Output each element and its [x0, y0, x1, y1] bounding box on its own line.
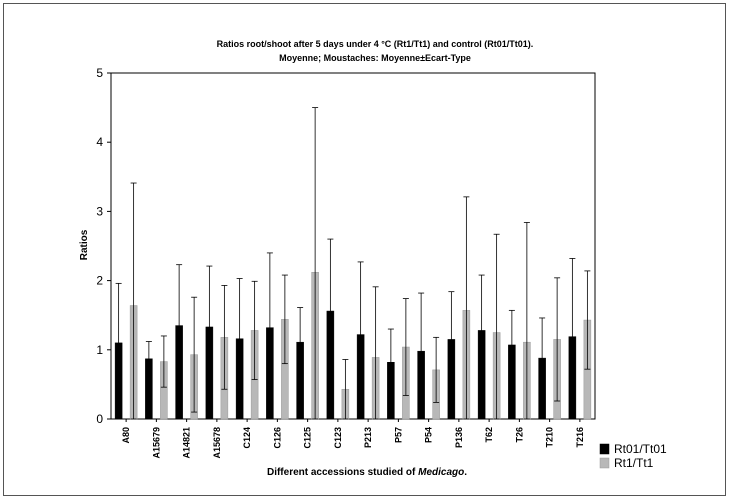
x-axis-label-italic: Medicago [418, 467, 464, 478]
x-axis-label-suffix: . [464, 467, 467, 478]
x-tick-label: C123 [333, 427, 343, 449]
x-tick-label: P213 [363, 427, 373, 448]
x-tick-label: A15679 [151, 427, 161, 459]
x-tick-label: C124 [242, 427, 252, 449]
x-tick-label: P54 [424, 427, 434, 443]
y-tick-label: 4 [96, 135, 103, 149]
x-tick-label: C125 [303, 427, 313, 449]
x-tick-label: T210 [545, 427, 555, 448]
y-tick-label: 5 [96, 66, 103, 80]
plot-border [110, 72, 596, 420]
y-tick-label: 2 [96, 274, 103, 288]
plot-area [110, 72, 596, 420]
y-axis-label: Ratios [79, 229, 90, 260]
x-tick-label: T216 [575, 427, 585, 448]
x-axis: A80 A15679 A14821 A15678 C124 C126 C125 C123 P21… [121, 419, 585, 459]
legend-label: Rt01/Tt01 [614, 442, 667, 456]
x-tick-label: A14821 [182, 427, 192, 459]
chart-subtitle: Moyenne; Moustaches: Moyenne±Ecart-Type [279, 53, 471, 63]
chart-title: Ratios root/shoot after 5 days under 4 °… [217, 39, 534, 49]
y-tick-label: 1 [96, 343, 103, 357]
x-tick-label: A15678 [212, 427, 222, 459]
x-axis-label: Different accessions studied of Medicago… [267, 467, 467, 478]
y-tick-label: 0 [96, 412, 103, 426]
legend-label: Rt1/Tt1 [614, 456, 654, 470]
x-tick-label: T26 [514, 427, 524, 443]
x-tick-label: T62 [484, 427, 494, 443]
x-tick-label: C126 [272, 427, 282, 449]
legend-swatch [599, 443, 610, 455]
x-tick-label: A80 [121, 427, 131, 444]
y-axis: 0 1 2 3 4 5 [96, 66, 111, 426]
x-tick-label: P57 [393, 427, 403, 443]
legend-swatch [599, 457, 610, 469]
y-tick-label: 3 [96, 204, 103, 218]
chart-frame [3, 3, 726, 496]
x-tick-label: P136 [454, 427, 464, 448]
x-axis-label-prefix: Different accessions studied of [267, 467, 418, 478]
